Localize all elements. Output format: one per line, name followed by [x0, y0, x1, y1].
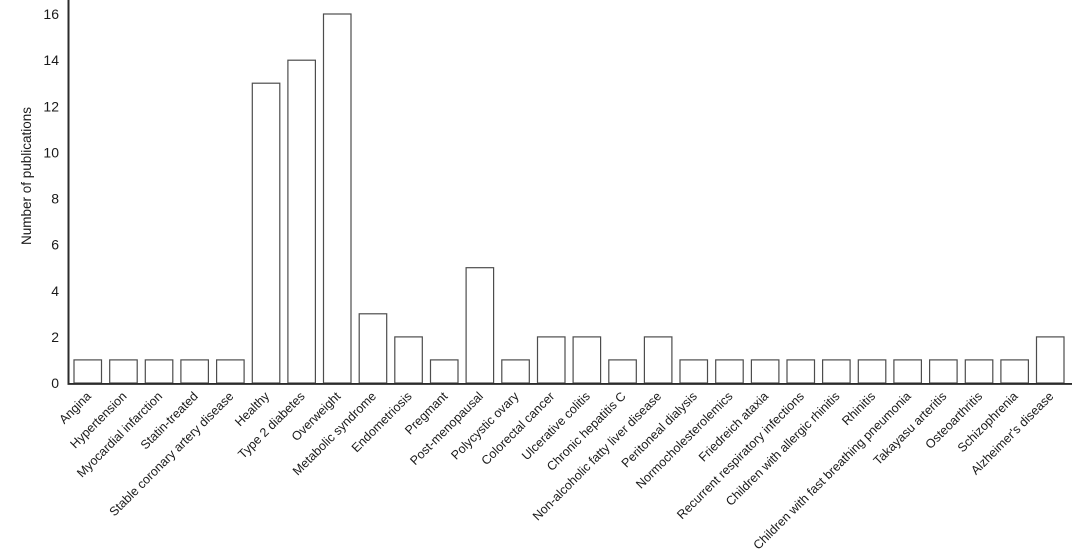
bar-1: [109, 359, 138, 384]
bar-10: [429, 359, 459, 384]
bar-19: [750, 359, 780, 384]
y-tick-label-2: 2: [51, 329, 59, 345]
y-tick-label-4: 4: [51, 283, 59, 299]
y-tick-label-6: 6: [51, 237, 59, 253]
bar-27: [1035, 336, 1065, 384]
bar-18: [715, 359, 744, 384]
y-tick-label-0: 0: [51, 375, 59, 391]
y-axis-title: Number of publications: [19, 107, 34, 245]
bar-4: [216, 359, 245, 384]
bar-7: [322, 13, 352, 384]
bar-20: [786, 359, 816, 384]
y-tick-label-14: 14: [43, 52, 59, 68]
bar-16: [643, 336, 673, 384]
bar-15: [608, 359, 637, 384]
bar-6: [287, 59, 316, 384]
y-tick-label-10: 10: [43, 144, 59, 160]
bar-11: [465, 267, 495, 384]
bar-3: [180, 359, 209, 384]
bar-13: [536, 336, 566, 384]
bar-14: [572, 336, 602, 384]
y-tick-label-16: 16: [43, 6, 59, 22]
bar-5: [251, 82, 281, 384]
bar-0: [73, 359, 103, 384]
bar-17: [679, 359, 709, 384]
bar-22: [857, 359, 887, 384]
bar-2: [144, 359, 174, 384]
bar-9: [394, 336, 423, 384]
bar-25: [964, 359, 994, 384]
y-tick-label-8: 8: [51, 191, 59, 207]
bar-26: [1000, 359, 1030, 384]
bar-21: [821, 359, 851, 384]
bar-12: [501, 359, 530, 384]
bar-8: [358, 313, 388, 384]
y-tick-label-12: 12: [43, 98, 59, 114]
bar-24: [928, 359, 958, 384]
bar-23: [893, 359, 923, 384]
x-tick-label-16: Non-alcoholic fatty liver disease: [530, 389, 664, 523]
